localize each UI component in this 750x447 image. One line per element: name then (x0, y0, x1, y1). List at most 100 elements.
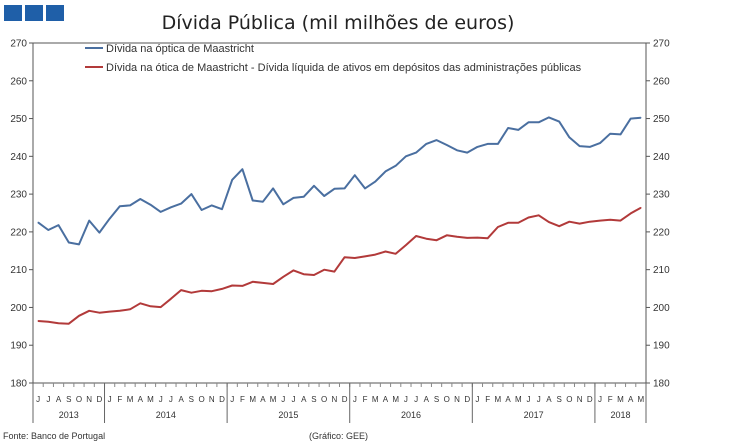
data-point-series-1 (149, 204, 152, 206)
data-point-series-2 (303, 273, 305, 275)
logo-block (46, 5, 64, 21)
data-point-series-1 (640, 117, 642, 119)
data-point-series-1 (292, 197, 295, 199)
y-tick-label-right: 270 (653, 39, 670, 50)
y-tick-label-left: 240 (10, 152, 27, 163)
x-tick-label-month: J (414, 395, 418, 404)
x-tick-label-month: J (537, 395, 541, 404)
x-tick-label-month: M (617, 395, 624, 404)
x-tick-label-month: M (392, 395, 399, 404)
data-point-series-2 (344, 256, 346, 258)
x-tick-label-month: O (444, 395, 450, 404)
x-tick-label-month: F (363, 395, 368, 404)
x-tick-label-month: A (546, 395, 552, 404)
y-tick-label-left: 230 (10, 190, 27, 201)
y-tick-label-left: 260 (10, 76, 27, 87)
x-tick-label-month: J (527, 395, 531, 404)
y-tick-label-right: 250 (653, 114, 670, 125)
x-tick-label-month: F (240, 395, 245, 404)
x-tick-label-month: N (86, 395, 92, 404)
data-point-series-2 (180, 289, 182, 291)
data-point-series-2 (160, 306, 162, 308)
x-tick-label-month: A (301, 395, 307, 404)
data-point-series-1 (262, 201, 264, 203)
data-point-series-1 (170, 206, 172, 208)
data-point-series-1 (221, 208, 223, 210)
x-tick-label-month: D (219, 395, 225, 404)
data-point-series-2 (272, 283, 274, 285)
data-point-series-2 (568, 221, 571, 223)
data-point-series-2 (149, 305, 152, 307)
data-point-series-1 (37, 221, 39, 223)
data-point-series-2 (630, 212, 632, 214)
x-tick-label-month: D (342, 395, 348, 404)
data-point-series-2 (579, 223, 581, 225)
data-point-series-2 (282, 276, 284, 278)
data-point-series-2 (333, 271, 335, 273)
y-tick-label-right: 260 (653, 76, 670, 87)
data-point-series-1 (313, 185, 315, 187)
data-point-series-1 (476, 146, 478, 148)
data-point-series-2 (456, 236, 458, 238)
x-tick-label-month: J (292, 395, 296, 404)
data-point-series-1 (241, 168, 243, 170)
data-point-series-2 (68, 323, 70, 325)
x-tick-label-month: J (159, 395, 163, 404)
plot-frame (32, 42, 647, 384)
x-tick-label-month: M (638, 395, 645, 404)
credit-note: (Gráfico: GEE) (309, 431, 368, 441)
data-point-series-1 (405, 155, 407, 157)
data-point-series-1 (395, 165, 397, 167)
y-tick-label-right: 220 (653, 227, 670, 238)
y-tick-label-left: 210 (10, 265, 27, 276)
data-point-series-2 (384, 250, 387, 253)
data-point-series-1 (354, 174, 356, 176)
x-tick-label-month: M (249, 395, 256, 404)
data-point-series-1 (211, 204, 213, 206)
logo-block (25, 5, 43, 21)
x-tick-label-year: 2016 (401, 410, 421, 420)
data-point-series-2 (241, 285, 243, 287)
x-tick-label-month: A (505, 395, 511, 404)
x-tick-label-month: A (138, 395, 144, 404)
data-point-series-2 (589, 221, 591, 223)
x-tick-label-month: N (454, 395, 460, 404)
x-tick-label-month: J (353, 395, 357, 404)
data-point-series-2 (109, 311, 111, 313)
x-tick-label-month: S (434, 395, 439, 404)
data-point-series-2 (395, 253, 397, 255)
data-point-series-1 (344, 187, 346, 189)
data-point-series-1 (609, 133, 611, 135)
data-point-series-2 (507, 222, 509, 224)
data-point-series-1 (619, 133, 622, 135)
x-tick-label-month: J (36, 395, 40, 404)
data-point-series-1 (446, 144, 448, 146)
data-point-series-2 (323, 269, 325, 271)
data-point-series-1 (231, 179, 233, 181)
y-tick-label-right: 210 (653, 265, 670, 276)
data-point-series-2 (517, 222, 519, 224)
x-tick-label-month: O (76, 395, 82, 404)
data-point-series-1 (630, 118, 632, 120)
logo-block (4, 5, 22, 21)
x-tick-label-month: J (108, 395, 112, 404)
data-point-series-1 (180, 203, 182, 205)
data-point-series-1 (456, 149, 458, 151)
data-point-series-2 (548, 221, 550, 223)
y-tick-label-right: 190 (653, 341, 670, 352)
data-point-series-2 (292, 269, 295, 271)
data-point-series-2 (139, 302, 141, 304)
data-point-series-1 (487, 143, 489, 145)
x-tick-label-month: F (485, 395, 490, 404)
data-point-series-1 (579, 145, 581, 147)
data-point-series-2 (98, 312, 100, 314)
data-point-series-1 (436, 139, 438, 141)
data-point-series-1 (466, 152, 468, 154)
data-point-series-2 (47, 321, 49, 323)
series-line-1 (37, 116, 641, 246)
x-tick-label-month: S (66, 395, 71, 404)
data-point-series-2 (497, 226, 499, 228)
x-tick-label-month: F (117, 395, 122, 404)
data-point-series-2 (231, 284, 233, 287)
data-point-series-2 (201, 290, 203, 292)
